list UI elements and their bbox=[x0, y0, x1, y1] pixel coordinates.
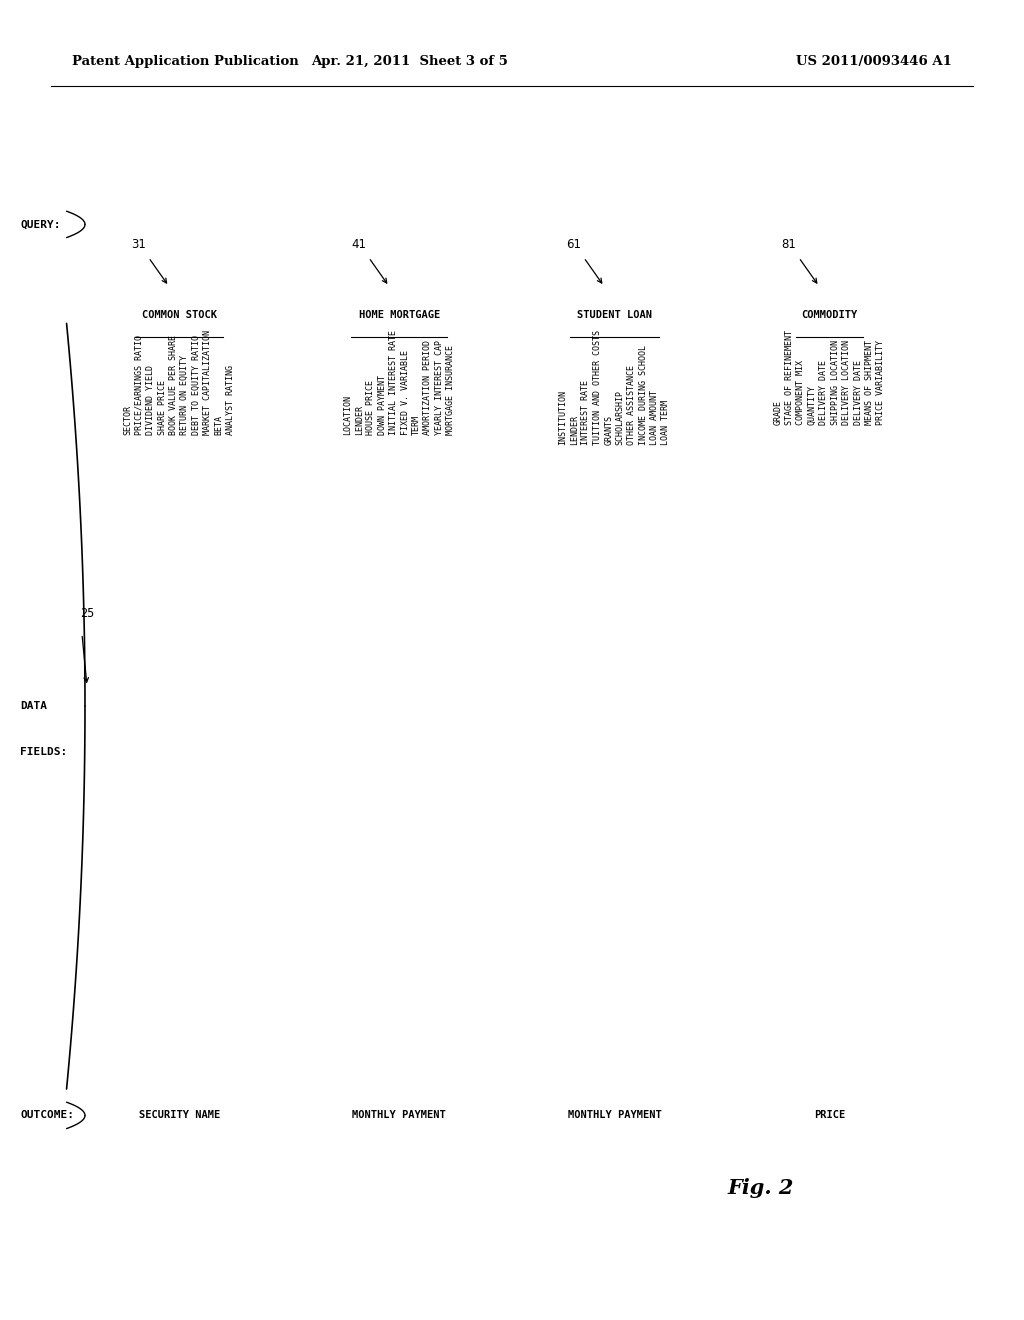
Text: 41: 41 bbox=[351, 238, 366, 251]
Text: LOCATION
LENDER
HOUSE PRICE
DOWN PAYMENT
INITIAL INTEREST RATE
FIXED V. VARIABLE: LOCATION LENDER HOUSE PRICE DOWN PAYMENT… bbox=[343, 330, 456, 436]
Text: PRICE: PRICE bbox=[814, 1110, 845, 1121]
Text: STUDENT LOAN: STUDENT LOAN bbox=[577, 310, 652, 321]
Text: MONTHLY PAYMENT: MONTHLY PAYMENT bbox=[567, 1110, 662, 1121]
Text: OUTCOME:: OUTCOME: bbox=[20, 1110, 75, 1121]
Text: SECURITY NAME: SECURITY NAME bbox=[138, 1110, 220, 1121]
Text: 25: 25 bbox=[80, 607, 94, 620]
Text: Fig. 2: Fig. 2 bbox=[727, 1177, 794, 1199]
Text: MONTHLY PAYMENT: MONTHLY PAYMENT bbox=[352, 1110, 446, 1121]
Text: 31: 31 bbox=[131, 238, 145, 251]
Text: HOME MORTGAGE: HOME MORTGAGE bbox=[358, 310, 440, 321]
Text: Patent Application Publication: Patent Application Publication bbox=[72, 55, 298, 69]
Text: QUERY:: QUERY: bbox=[20, 219, 61, 230]
Text: FIELDS:: FIELDS: bbox=[20, 747, 68, 758]
Text: INSTITUTION
LENDER
INTEREST RATE
TUITION AND OTHER COSTS
GRANTS
SCHOLARSHIP
OTHE: INSTITUTION LENDER INTEREST RATE TUITION… bbox=[558, 330, 671, 445]
Text: GRADE
STAGE OF REFINEMENT
COMPONENT MIX
QUANTITY
DELIVERY DATE
SHIPPING LOCATION: GRADE STAGE OF REFINEMENT COMPONENT MIX … bbox=[773, 330, 886, 425]
Text: Apr. 21, 2011  Sheet 3 of 5: Apr. 21, 2011 Sheet 3 of 5 bbox=[311, 55, 508, 69]
Text: COMMODITY: COMMODITY bbox=[802, 310, 857, 321]
Text: DATA: DATA bbox=[20, 701, 47, 711]
Text: US 2011/0093446 A1: US 2011/0093446 A1 bbox=[797, 55, 952, 69]
Text: 61: 61 bbox=[566, 238, 581, 251]
Text: 81: 81 bbox=[781, 238, 796, 251]
Text: SECTOR
PRICE/EARNINGS RATIO
DIVIDEND YIELD
SHARE PRICE
BOOK VALUE PER SHARE
RETU: SECTOR PRICE/EARNINGS RATIO DIVIDEND YIE… bbox=[123, 330, 236, 436]
Text: COMMON STOCK: COMMON STOCK bbox=[141, 310, 217, 321]
